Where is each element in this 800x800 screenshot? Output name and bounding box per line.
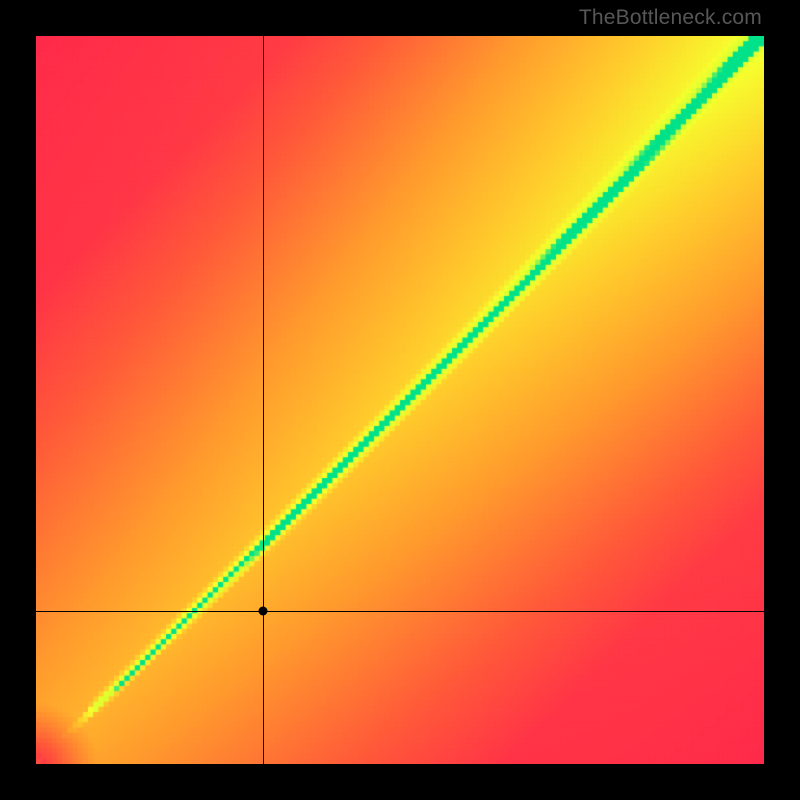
crosshair-vertical-line xyxy=(263,36,264,764)
crosshair-horizontal-line xyxy=(36,611,764,612)
heatmap-plot-area xyxy=(36,36,764,764)
bottleneck-heatmap xyxy=(36,36,764,764)
watermark-text: TheBottleneck.com xyxy=(579,6,762,30)
crosshair-marker-dot xyxy=(259,607,268,616)
